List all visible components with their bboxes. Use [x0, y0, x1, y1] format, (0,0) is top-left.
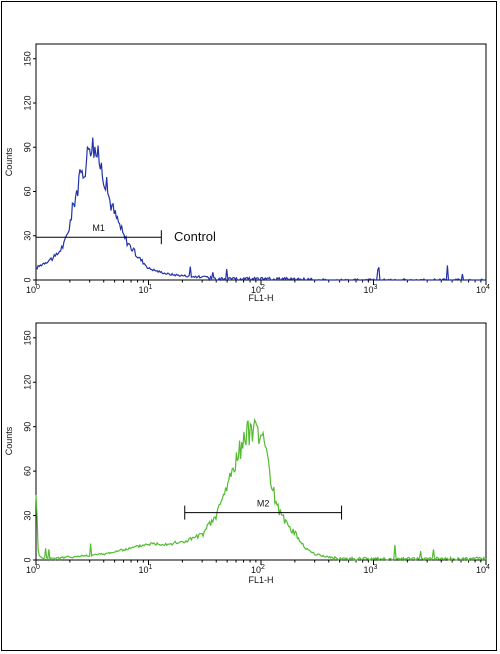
x-axis-label: FL1-H — [248, 293, 273, 303]
x-tick-label: 103 — [364, 564, 378, 575]
x-ticks: 100 101 102 103 104 — [26, 280, 490, 295]
x-tick-label: 102 — [251, 284, 265, 295]
x-tick-label: 101 — [139, 284, 153, 295]
x-tick-label: 104 — [476, 284, 490, 295]
y-tick-label: 150 — [22, 51, 32, 66]
y-axis-label: Counts — [4, 147, 14, 176]
y-tick-label: 150 — [22, 330, 32, 345]
control-annotation: Control — [174, 229, 216, 244]
x-tick-label: 100 — [26, 564, 40, 575]
y-tick-label: 90 — [22, 142, 32, 152]
histogram-series-line — [35, 417, 487, 563]
y-tick-label: 30 — [22, 231, 32, 241]
x-axis-label: FL1-H — [248, 575, 273, 585]
y-tick-label: 60 — [22, 466, 32, 476]
gate-markers: M2 — [184, 499, 343, 520]
y-tick-label: 0 — [22, 557, 32, 562]
x-ticks: 100 101 102 103 104 — [26, 560, 490, 575]
x-tick-label: 103 — [364, 284, 378, 295]
gate-markers: M1 — [35, 223, 162, 245]
x-tick-label: 100 — [26, 284, 40, 295]
y-tick-label: 120 — [22, 375, 32, 390]
histogram-series-line — [35, 137, 487, 282]
gate-label: M2 — [257, 499, 270, 509]
y-tick-label: 120 — [22, 95, 32, 110]
x-tick-label: 102 — [251, 564, 265, 575]
x-tick-label: 104 — [476, 564, 490, 575]
plot-area — [35, 322, 487, 561]
y-ticks: 0 30 60 90 120 150 — [22, 330, 36, 563]
y-tick-label: 0 — [22, 277, 32, 282]
y-ticks: 0 30 60 90 120 150 — [22, 51, 36, 283]
x-tick-label: 101 — [139, 564, 153, 575]
y-tick-label: 90 — [22, 422, 32, 432]
gate-label: M1 — [92, 223, 105, 233]
histogram-panel-control: 0 30 60 90 120 150 100 101 102 103 104 Counts FL1… — [4, 43, 490, 303]
plot-area — [35, 43, 487, 281]
y-axis-label: Counts — [4, 426, 14, 455]
histogram-panel-sample: 0 30 60 90 120 150 100 101 102 103 104 Counts FL1… — [4, 322, 490, 585]
y-tick-label: 30 — [22, 511, 32, 521]
y-tick-label: 60 — [22, 186, 32, 196]
